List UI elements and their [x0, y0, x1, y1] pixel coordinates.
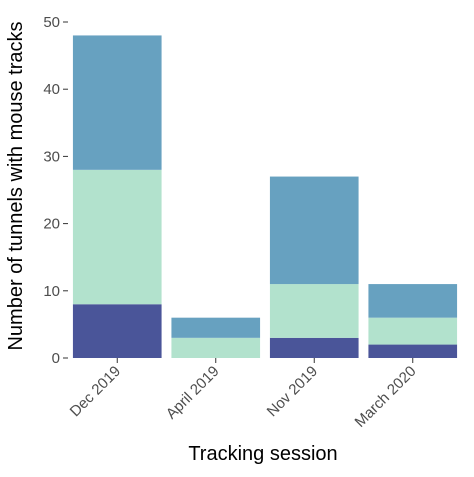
x-tick-label: April 2019 — [163, 363, 223, 423]
bar-segment — [171, 317, 261, 338]
y-tick-label: 40 — [43, 81, 60, 98]
y-tick-label: 30 — [43, 148, 60, 165]
y-tick-label: 0 — [52, 350, 60, 367]
x-tick-label: Dec 2019 — [67, 363, 124, 420]
bar-segment — [72, 35, 162, 170]
bar-segment — [269, 337, 359, 358]
bars-layer — [72, 35, 458, 358]
bar-segment — [72, 304, 162, 358]
y-tick-label: 10 — [43, 283, 60, 300]
y-tick-label: 20 — [43, 216, 60, 233]
bar-segment — [269, 284, 359, 338]
x-tick-label: Nov 2019 — [264, 363, 321, 420]
bar-segment — [72, 169, 162, 305]
y-axis: 0 10 20 30 40 50 — [43, 14, 68, 367]
bar-segment — [368, 344, 458, 358]
y-tick-label: 50 — [43, 14, 60, 31]
bar-segment — [368, 317, 458, 345]
bar-segment — [368, 284, 458, 318]
bar-segment — [269, 176, 359, 285]
x-tick-label: March 2020 — [352, 363, 420, 431]
bar-segment — [171, 337, 261, 358]
y-axis-title: Number of tunnels with mouse tracks — [5, 21, 27, 350]
x-axis: Dec 2019 April 2019 Nov 2019 March 2020 — [67, 358, 420, 431]
x-axis-title: Tracking session — [188, 443, 337, 465]
